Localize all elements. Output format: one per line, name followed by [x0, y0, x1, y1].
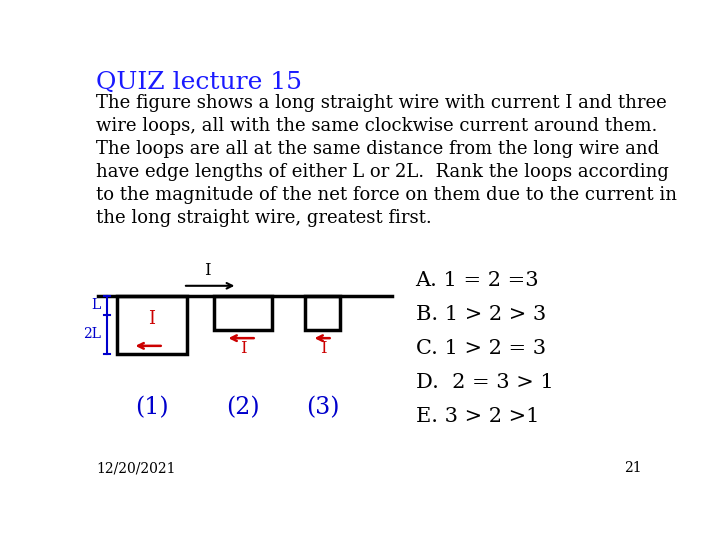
Text: I: I [204, 262, 211, 279]
Text: E. 3 > 2 >1: E. 3 > 2 >1 [415, 407, 539, 426]
Text: B. 1 > 2 > 3: B. 1 > 2 > 3 [415, 305, 546, 324]
Text: 2L: 2L [83, 327, 101, 341]
Text: C. 1 > 2 = 3: C. 1 > 2 = 3 [415, 339, 546, 358]
Text: 12/20/2021: 12/20/2021 [96, 461, 176, 475]
Text: (1): (1) [135, 396, 168, 419]
Text: I: I [148, 309, 156, 328]
Text: I: I [320, 340, 326, 357]
Bar [117, 296, 187, 354]
Text: L: L [91, 299, 101, 313]
Text: A. 1 = 2 =3: A. 1 = 2 =3 [415, 271, 539, 290]
Bar [305, 296, 341, 330]
Text: QUIZ lecture 15: QUIZ lecture 15 [96, 71, 302, 94]
Text: (2): (2) [226, 396, 260, 419]
Text: (3): (3) [306, 396, 340, 419]
Text: I: I [240, 340, 246, 357]
Text: D.  2 = 3 > 1: D. 2 = 3 > 1 [415, 373, 553, 392]
Bar [214, 296, 272, 330]
Text: The figure shows a long straight wire with current I and three
wire loops, all w: The figure shows a long straight wire wi… [96, 94, 678, 227]
Text: 21: 21 [624, 461, 642, 475]
